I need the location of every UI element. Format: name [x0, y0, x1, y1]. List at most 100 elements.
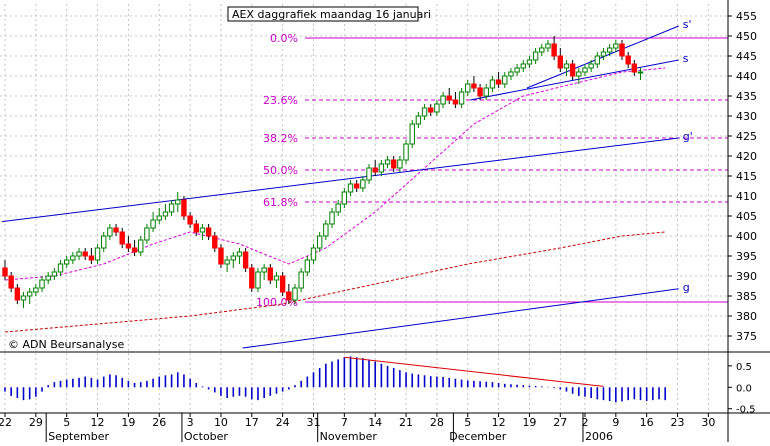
macd-trendline	[344, 356, 604, 387]
month-label: November	[320, 430, 378, 442]
y-tick-label: 415	[736, 170, 757, 183]
macd-tick-label: 0.5	[736, 362, 752, 373]
candle-body	[619, 43, 625, 57]
candle-body	[131, 247, 138, 253]
candle-body	[421, 107, 428, 117]
candle-body	[20, 295, 27, 301]
y-tick-label: 430	[736, 110, 757, 123]
candle-body	[539, 47, 545, 53]
candle-body	[107, 227, 113, 237]
candle-body	[156, 215, 162, 221]
candle-body	[384, 159, 391, 165]
candle-body	[193, 223, 199, 233]
fibonacci-label: 50.0%	[263, 164, 298, 177]
candle-body	[310, 247, 317, 261]
candle-body	[471, 83, 477, 89]
candle-body	[162, 211, 169, 217]
candle-body	[452, 99, 459, 105]
candle-body	[366, 167, 372, 181]
candle-body	[594, 55, 601, 65]
candle-body	[545, 43, 551, 49]
candle-body	[440, 95, 446, 105]
candle-body	[261, 267, 267, 273]
candle-body	[323, 223, 329, 237]
trendline	[242, 288, 679, 349]
y-tick-label: 440	[736, 70, 757, 83]
x-tick-label: 7	[341, 416, 348, 429]
candle-body	[502, 75, 508, 85]
candle-body	[465, 83, 471, 93]
x-tick-label: 5	[63, 416, 70, 429]
candle-body	[606, 47, 613, 53]
candle-body	[631, 63, 638, 73]
candle-body	[520, 63, 526, 69]
candle-body	[298, 271, 304, 289]
y-tick-label: 390	[736, 270, 757, 283]
y-tick-label: 385	[736, 290, 757, 303]
candle-body	[397, 159, 403, 169]
copyright-label: © ADN Beursanalyse	[8, 338, 125, 351]
macd-tick-label: 0.0	[736, 383, 752, 394]
candle-body	[255, 271, 261, 289]
candle-body	[304, 259, 311, 273]
candle-body	[613, 43, 619, 49]
candle-body	[70, 255, 76, 261]
candle-body	[224, 259, 230, 265]
candle-body	[329, 211, 335, 225]
macd-tick-label: -0.5	[736, 405, 756, 416]
moving-average-short	[4, 67, 666, 281]
month-label: September	[48, 430, 109, 442]
x-tick-label: 24	[276, 416, 290, 429]
candle-body	[637, 71, 644, 74]
candle-body	[353, 183, 360, 189]
candle-body	[144, 227, 150, 241]
x-tick-label: 2	[581, 416, 588, 429]
candle-body	[391, 159, 397, 169]
candle-body	[175, 199, 181, 205]
y-tick-label: 445	[736, 50, 757, 63]
candle-body	[181, 199, 187, 217]
candle-body	[279, 275, 286, 293]
candle-body	[119, 231, 125, 245]
candle-body	[168, 203, 175, 213]
x-tick-label: 16	[640, 416, 654, 429]
candle-body	[582, 67, 588, 73]
y-tick-label: 375	[736, 330, 757, 343]
trendline	[470, 59, 679, 101]
x-tick-label: 23	[671, 416, 685, 429]
candle-body	[316, 235, 323, 249]
trendline-label: g'	[683, 130, 693, 143]
candle-body	[514, 67, 520, 73]
candle-body	[33, 287, 39, 293]
candle-body	[360, 179, 366, 189]
candle-body	[557, 55, 563, 69]
candle-body	[563, 63, 570, 69]
candle-body	[588, 63, 594, 69]
candle-body	[483, 87, 489, 97]
candle-body	[495, 79, 502, 85]
month-label: 2006	[585, 430, 613, 442]
y-tick-label: 395	[736, 250, 757, 263]
candle-body	[341, 191, 348, 205]
candle-body	[64, 259, 70, 265]
candle-body	[138, 239, 144, 253]
x-tick-label: 28	[430, 416, 444, 429]
trendline-label: g	[683, 281, 690, 294]
candle-body	[526, 59, 533, 65]
candle-body	[286, 291, 292, 301]
y-tick-label: 410	[736, 190, 757, 203]
chart-title: AEX daggrafiek maandag 16 januari	[232, 8, 431, 21]
y-tick-label: 425	[736, 130, 757, 143]
candle-body	[335, 203, 341, 213]
x-tick-label: 10	[214, 416, 228, 429]
candle-body	[39, 279, 45, 289]
candle-body	[125, 243, 132, 249]
candle-body	[51, 271, 58, 277]
fibonacci-label: 100.0%	[256, 296, 298, 309]
x-tick-label: 31	[307, 416, 321, 429]
y-tick-label: 380	[736, 310, 757, 323]
x-tick-label: 12	[91, 416, 105, 429]
x-tick-label: 27	[553, 416, 567, 429]
